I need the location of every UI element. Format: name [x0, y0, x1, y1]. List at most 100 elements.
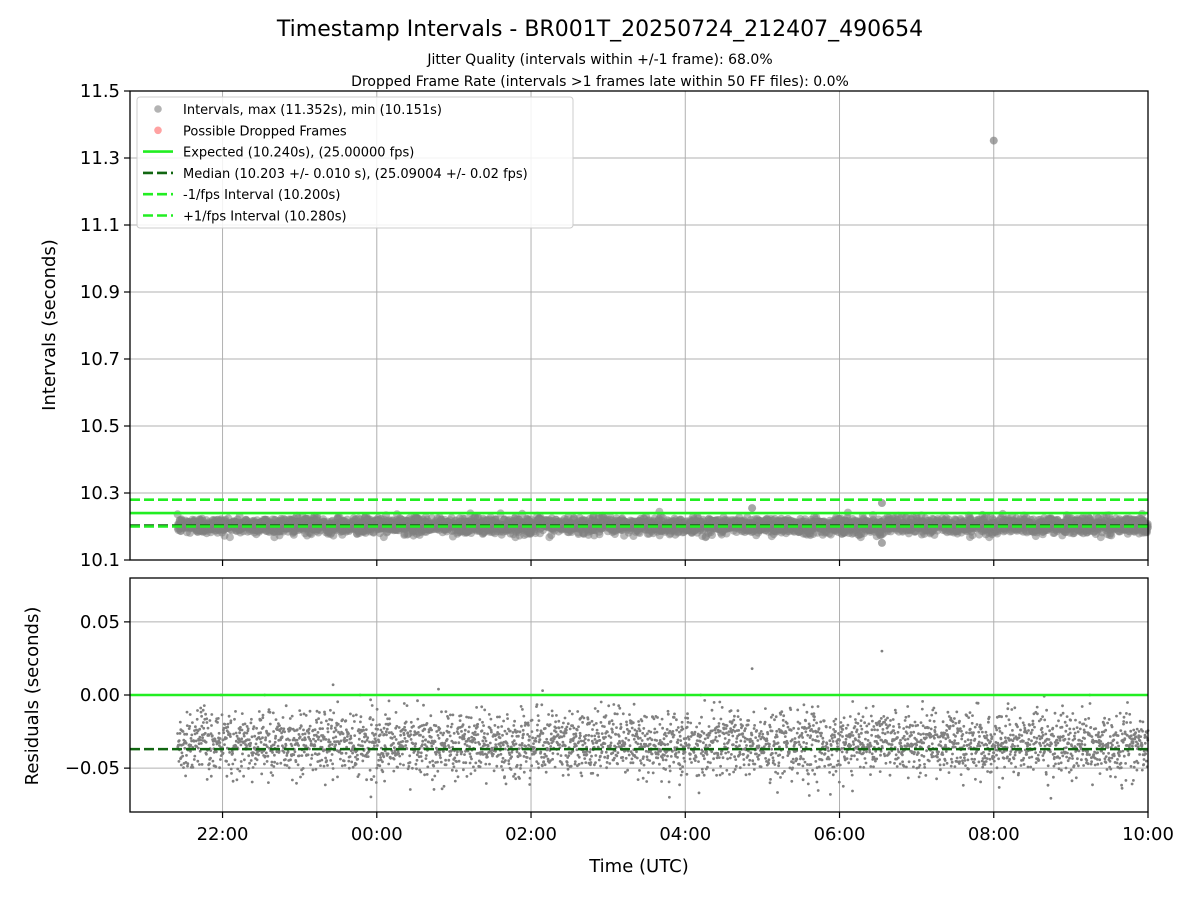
residuals-point	[501, 743, 505, 747]
residuals-point	[494, 743, 498, 746]
residuals-point	[405, 704, 409, 707]
residuals-point	[426, 765, 430, 769]
residuals-point	[439, 731, 443, 735]
residuals-point	[401, 752, 404, 756]
residuals-point	[295, 738, 299, 742]
residuals-point	[331, 762, 334, 766]
residuals-point	[255, 726, 258, 730]
residuals-point	[324, 738, 328, 741]
residuals-point	[397, 752, 401, 755]
residuals-point	[353, 720, 356, 723]
residuals-point	[231, 779, 235, 783]
residuals-point	[268, 740, 272, 743]
residuals-point	[261, 725, 265, 729]
residuals-point	[521, 708, 524, 711]
residuals-point	[210, 734, 214, 737]
residuals-point	[531, 736, 535, 740]
residuals-point	[444, 710, 448, 713]
residuals-point	[267, 781, 270, 784]
residuals-point	[500, 765, 503, 768]
residuals-point	[404, 744, 408, 747]
residuals-point	[450, 722, 454, 726]
residuals-point	[429, 714, 433, 718]
residuals-point	[271, 711, 275, 715]
residuals-point	[240, 712, 244, 715]
residuals-point	[508, 753, 512, 756]
residuals-point	[393, 735, 396, 739]
residuals-point	[238, 731, 242, 735]
residuals-point	[228, 751, 232, 754]
residuals-point	[390, 736, 394, 740]
residuals-point	[339, 725, 343, 728]
residuals-point	[464, 761, 468, 765]
residuals-point	[357, 773, 361, 776]
residuals-point	[349, 712, 352, 716]
residuals-point	[219, 758, 222, 761]
residuals-point	[217, 731, 221, 735]
residuals-point	[310, 757, 313, 760]
residuals-point	[322, 764, 326, 768]
residuals-point	[290, 744, 294, 748]
residuals-point	[360, 739, 364, 743]
residuals-point	[450, 768, 454, 772]
residuals-point	[378, 733, 382, 737]
residuals-point	[374, 732, 377, 736]
residuals-point	[326, 764, 329, 767]
residuals-point	[478, 742, 481, 746]
residuals-point	[216, 721, 219, 724]
residuals-point	[384, 730, 388, 734]
residuals-point	[345, 738, 349, 742]
residuals-point	[534, 739, 538, 743]
residuals-point	[414, 762, 418, 766]
residuals-point	[222, 731, 226, 735]
residuals-point	[282, 727, 286, 731]
residuals-point	[183, 746, 187, 750]
residuals-point	[383, 779, 386, 783]
residuals-point	[210, 713, 214, 716]
residuals-point	[198, 763, 201, 766]
residuals-point	[267, 732, 271, 736]
residuals-point	[438, 751, 441, 755]
residuals-point	[428, 760, 432, 764]
residuals-point	[467, 737, 471, 740]
residuals-point	[397, 726, 401, 729]
residuals-point	[407, 765, 411, 768]
residuals-point	[469, 772, 473, 776]
residuals-point	[374, 781, 378, 784]
residuals-point	[199, 738, 202, 742]
residuals-point	[206, 726, 210, 730]
residuals-point	[336, 722, 340, 726]
residuals-point	[263, 754, 267, 758]
residuals-point	[229, 767, 233, 771]
residuals-point	[396, 766, 399, 769]
residuals-point	[309, 763, 312, 767]
residuals-point	[391, 732, 395, 736]
residuals-point	[406, 731, 410, 735]
residuals-point	[199, 710, 203, 714]
intervals-panel: 10.110.310.510.710.911.111.311.5	[80, 81, 1152, 571]
residuals-point	[455, 769, 458, 773]
residuals-point	[304, 714, 308, 717]
residuals-point	[439, 756, 442, 760]
residuals-point	[240, 764, 243, 768]
residuals-point	[424, 757, 428, 760]
residuals-point	[486, 732, 489, 736]
residuals-point	[280, 735, 284, 739]
residuals-point	[423, 727, 427, 731]
residuals-point	[522, 714, 526, 718]
residuals-point	[225, 759, 229, 763]
residuals-point	[330, 743, 334, 746]
residuals-point	[487, 713, 491, 716]
residuals-point	[179, 763, 183, 767]
intervals-ytick-label: 10.7	[80, 349, 120, 370]
residuals-point	[528, 776, 532, 780]
residuals-point	[350, 760, 354, 764]
residuals-point	[339, 757, 342, 761]
residuals-point	[440, 787, 444, 791]
residuals-point	[503, 747, 507, 751]
residuals-point	[201, 736, 205, 740]
residuals-point	[380, 730, 384, 734]
residuals-point	[253, 762, 257, 766]
intervals-point	[225, 533, 234, 542]
residuals-point	[527, 738, 531, 742]
